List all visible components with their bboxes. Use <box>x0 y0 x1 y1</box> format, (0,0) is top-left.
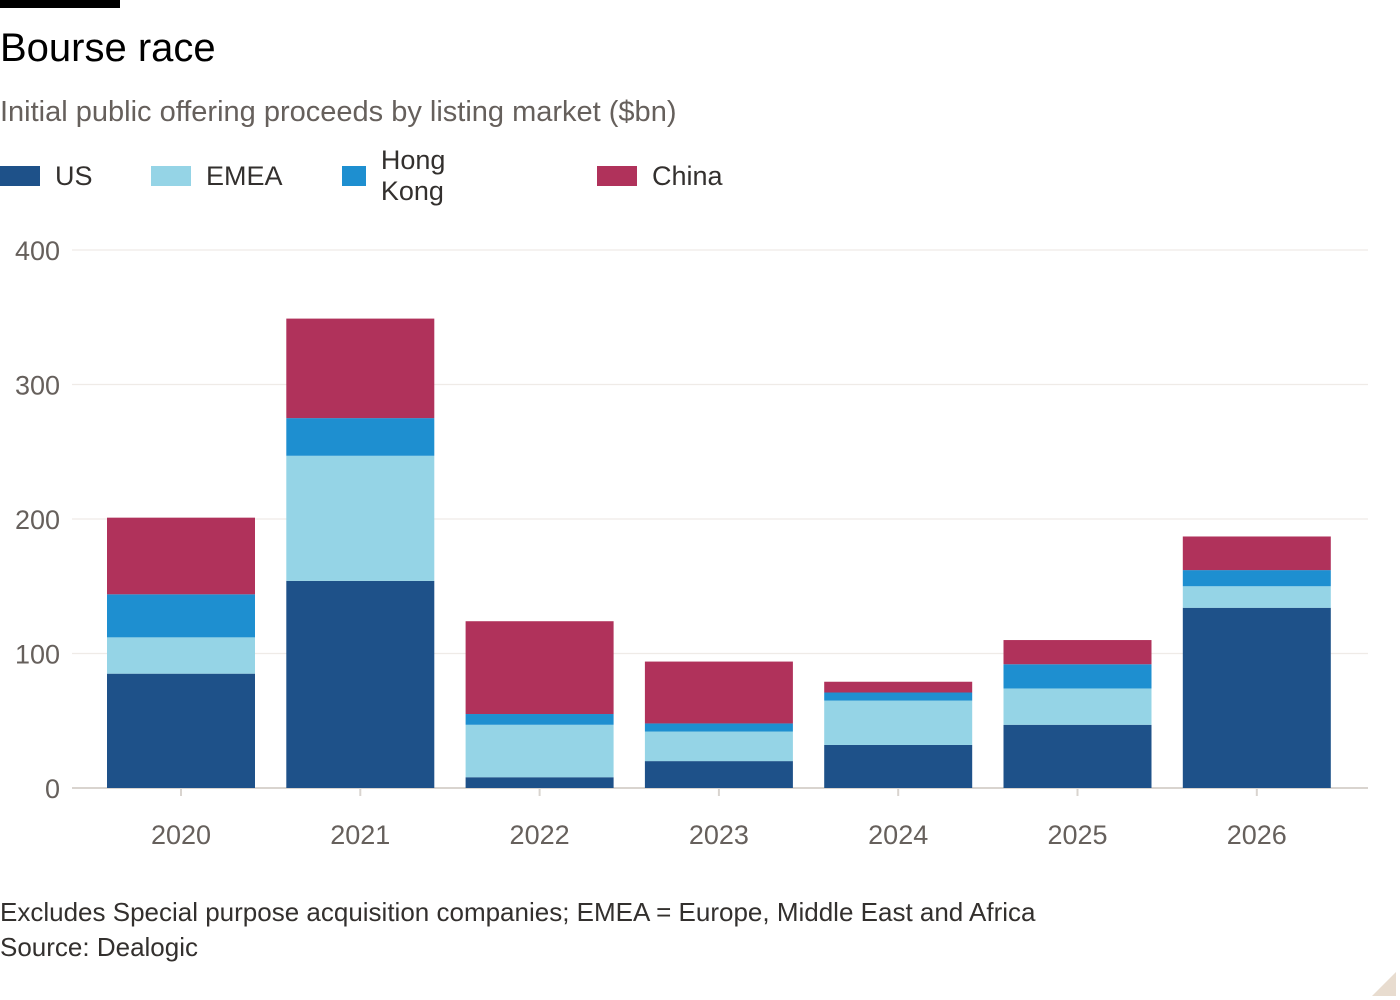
bar-2021-china <box>286 318 435 419</box>
bar-2021-emea <box>286 455 435 581</box>
bar-2025-emea <box>1003 688 1152 725</box>
bar-2024-emea <box>824 700 973 745</box>
bar-2025-china <box>1003 640 1152 665</box>
legend-item-us: US <box>0 158 93 194</box>
chart-title: Bourse race <box>0 26 216 70</box>
chart-footnote: Excludes Special purpose acquisition com… <box>0 897 1036 927</box>
bar-2020-china <box>107 517 255 595</box>
stacked-bar-chart: 0 100 200 300 400 2020 2021 2022 2023 2024 2025 202… <box>15 236 1368 850</box>
x-tick-label-2025: 2025 <box>1047 820 1107 850</box>
bar-2024-china <box>824 681 973 693</box>
x-tick-label-2021: 2021 <box>330 820 390 850</box>
bar-2021-hong-kong <box>286 418 435 456</box>
legend-label-hong-kong: Hong Kong <box>380 145 446 206</box>
y-tick-label-300: 300 <box>15 371 60 401</box>
bar-2020-hong-kong <box>107 594 255 638</box>
x-tick-label-2023: 2023 <box>689 820 749 850</box>
bar-2026-us <box>1182 607 1331 788</box>
bar-2026-china <box>1182 536 1331 571</box>
chart-source: Source: Dealogic <box>0 932 198 962</box>
bar-2024-us <box>824 744 973 788</box>
legend-item-emea: EMEA <box>151 158 283 194</box>
bar-2024-hong-kong <box>824 692 973 701</box>
chart-subtitle: Initial public offering proceeds by list… <box>0 96 677 128</box>
bar-2025-us <box>1003 724 1152 788</box>
x-tick-label-2024: 2024 <box>868 820 928 850</box>
bar-2023-china <box>644 661 793 724</box>
x-tick-label-2020: 2020 <box>151 820 211 850</box>
x-tick-label-2026: 2026 <box>1227 820 1287 850</box>
bar-2020-us <box>107 673 255 788</box>
bar-2022-china <box>465 621 614 715</box>
bar-2022-hong-kong <box>465 714 614 725</box>
bar-2026-emea <box>1182 586 1331 608</box>
y-tick-label-200: 200 <box>15 505 60 535</box>
brand-bar <box>0 0 120 8</box>
y-tick-label-400: 400 <box>15 236 60 266</box>
legend-item-hong-kong: Hong Kong <box>342 145 462 206</box>
legend-swatch-china <box>597 166 637 186</box>
legend-swatch-us <box>0 166 40 186</box>
x-tick-label-2022: 2022 <box>510 820 570 850</box>
bar-2023-hong-kong <box>644 723 793 732</box>
legend-label-us: US <box>55 160 93 191</box>
corner-mark <box>1372 972 1396 996</box>
legend-swatch-hong-kong <box>342 166 366 186</box>
legend-item-china: China <box>597 158 723 194</box>
bar-2020-emea <box>107 637 255 674</box>
bar-2022-emea <box>465 724 614 778</box>
bar-2021-us <box>286 580 435 788</box>
legend-label-china: China <box>652 160 723 191</box>
legend-swatch-emea <box>151 166 191 186</box>
bar-2022-us <box>465 777 614 788</box>
bar-2023-us <box>644 761 793 788</box>
bar-2025-hong-kong <box>1003 664 1152 689</box>
bar-2026-hong-kong <box>1182 570 1331 587</box>
y-tick-label-100: 100 <box>15 640 60 670</box>
legend-label-emea: EMEA <box>206 160 283 191</box>
bar-2023-emea <box>644 731 793 762</box>
y-tick-label-0: 0 <box>45 774 60 804</box>
